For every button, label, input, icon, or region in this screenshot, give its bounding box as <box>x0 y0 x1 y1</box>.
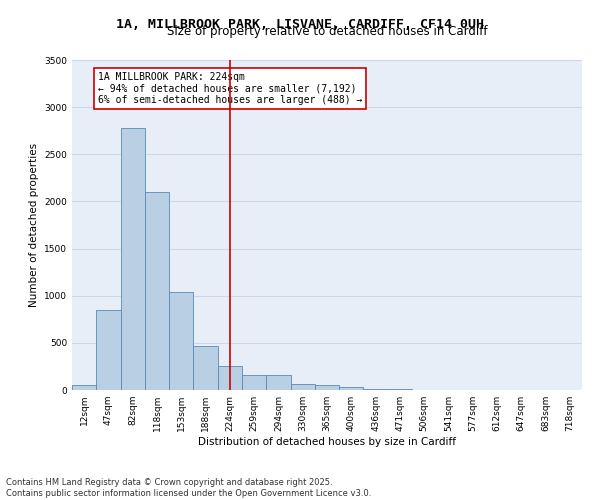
Bar <box>121 128 145 390</box>
Bar <box>145 192 169 390</box>
Y-axis label: Number of detached properties: Number of detached properties <box>29 143 38 307</box>
Bar <box>315 385 339 390</box>
Bar <box>72 385 96 390</box>
Bar <box>364 388 388 390</box>
Bar <box>242 376 266 390</box>
Bar <box>218 366 242 390</box>
Bar <box>96 310 121 390</box>
Title: Size of property relative to detached houses in Cardiff: Size of property relative to detached ho… <box>167 25 487 38</box>
Bar <box>266 376 290 390</box>
Text: Contains HM Land Registry data © Crown copyright and database right 2025.
Contai: Contains HM Land Registry data © Crown c… <box>6 478 371 498</box>
Bar <box>388 389 412 390</box>
Text: 1A MILLBROOK PARK: 224sqm
← 94% of detached houses are smaller (7,192)
6% of sem: 1A MILLBROOK PARK: 224sqm ← 94% of detac… <box>97 72 362 106</box>
Text: 1A, MILLBROOK PARK, LISVANE, CARDIFF, CF14 0UH: 1A, MILLBROOK PARK, LISVANE, CARDIFF, CF… <box>116 18 484 30</box>
Bar <box>193 346 218 390</box>
Bar <box>290 384 315 390</box>
Bar <box>169 292 193 390</box>
Bar <box>339 386 364 390</box>
X-axis label: Distribution of detached houses by size in Cardiff: Distribution of detached houses by size … <box>198 437 456 447</box>
